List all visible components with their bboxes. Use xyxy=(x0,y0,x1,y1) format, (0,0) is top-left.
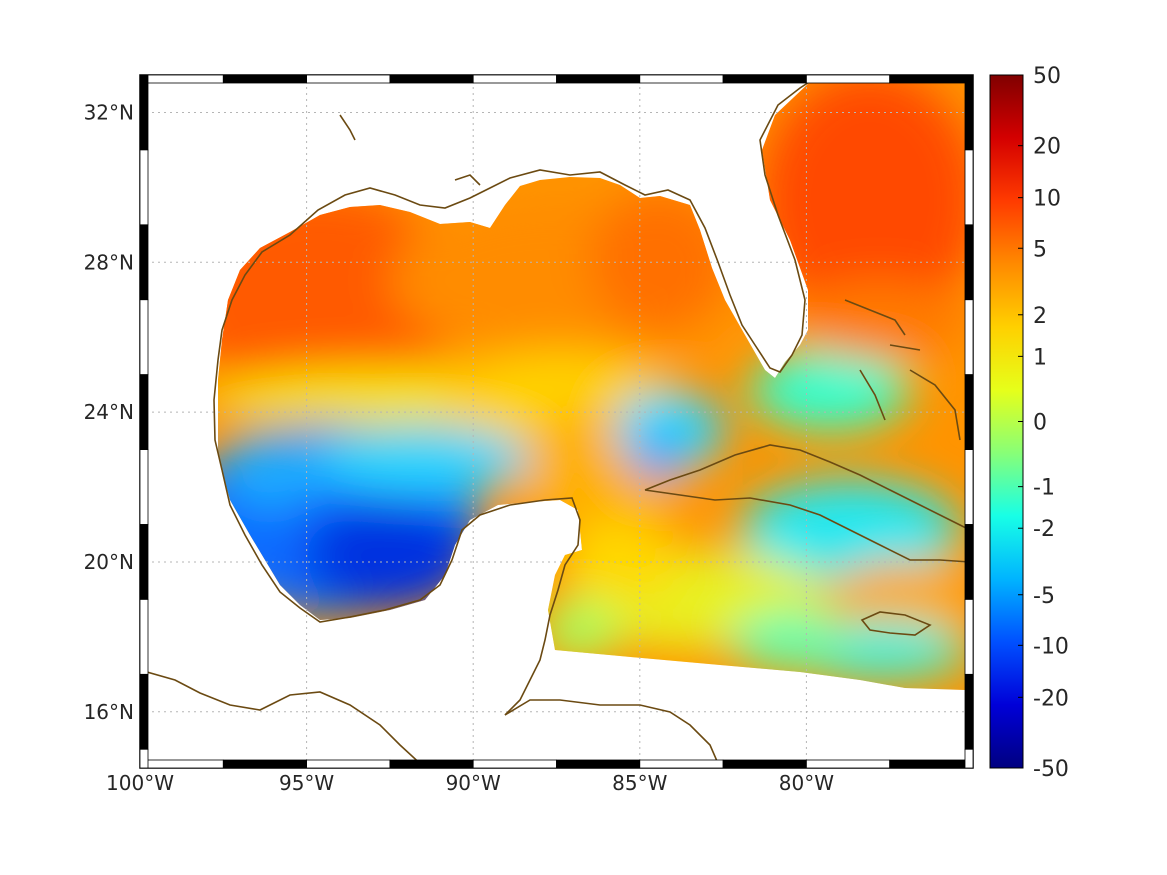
longitude-labels: 100°W 95°W 90°W 85°W 80°W xyxy=(106,771,834,795)
lat-tick-label: 20°N xyxy=(84,550,134,574)
border-right-4 xyxy=(964,374,974,450)
colorbar-tick-label: -1 xyxy=(1033,476,1055,501)
border-left-2 xyxy=(139,224,149,301)
lat-tick-label: 28°N xyxy=(84,250,134,274)
border-left-0 xyxy=(139,74,149,151)
border-left-5 xyxy=(139,449,149,525)
colorbar-gradient xyxy=(990,75,1023,768)
border-bottom-5 xyxy=(556,759,641,769)
border-top-3 xyxy=(389,74,474,84)
colorbar-tick-label: -2 xyxy=(1033,517,1055,542)
colorbar-tick-label: -50 xyxy=(1033,757,1069,782)
graticule xyxy=(140,75,973,768)
colorbar-tick-label: 0 xyxy=(1033,411,1047,436)
border-left-6 xyxy=(139,524,149,600)
border-bottom-6 xyxy=(639,759,724,769)
border-right-3 xyxy=(964,299,974,376)
border-right-9 xyxy=(964,748,974,769)
border-bottom-2 xyxy=(306,759,391,769)
border-right-8 xyxy=(964,673,974,750)
border-bottom-0 xyxy=(139,759,224,769)
lat-tick-label: 32°N xyxy=(84,100,134,124)
colorbar-tick-label: -10 xyxy=(1033,634,1069,659)
border-top-4 xyxy=(472,74,557,84)
border-top-8 xyxy=(806,74,891,84)
data-field xyxy=(218,82,965,690)
border-right-5 xyxy=(964,449,974,525)
lon-tick-label: 85°W xyxy=(612,771,667,795)
colorbar-tick-label: 20 xyxy=(1033,135,1061,160)
coastline xyxy=(140,75,971,768)
colorbar-tick-label: 2 xyxy=(1033,304,1047,329)
lat-tick-label: 24°N xyxy=(84,400,134,424)
border-right-7 xyxy=(964,599,974,675)
latitude-labels: 32°N 28°N 24°N 20°N 16°N xyxy=(84,100,134,723)
border-right-1 xyxy=(964,149,974,226)
border-left-3 xyxy=(139,299,149,376)
border-left-4 xyxy=(139,374,149,450)
border-bottom-8 xyxy=(806,759,891,769)
border-top-9 xyxy=(889,74,974,84)
border-left-9 xyxy=(139,748,149,769)
colorbar-tick-label: 1 xyxy=(1033,345,1047,370)
border-top-1 xyxy=(222,74,308,84)
colorbar-tick-label: 50 xyxy=(1033,64,1061,89)
lon-tick-label: 90°W xyxy=(446,771,501,795)
border-top-0 xyxy=(139,74,224,84)
lon-tick-label: 95°W xyxy=(279,771,334,795)
colorbar-tick-label: -5 xyxy=(1033,584,1055,609)
border-top-2 xyxy=(306,74,391,84)
lat-tick-label: 16°N xyxy=(84,700,134,724)
border-right-2 xyxy=(964,224,974,301)
border-left-1 xyxy=(139,149,149,226)
colorbar-tick-label: -20 xyxy=(1033,686,1069,711)
colorbar-tick-label: 10 xyxy=(1033,187,1061,212)
lon-tick-label: 80°W xyxy=(779,771,834,795)
border-left-7 xyxy=(139,599,149,675)
border-top-6 xyxy=(639,74,724,84)
map-border xyxy=(139,74,974,769)
border-top-7 xyxy=(722,74,807,84)
border-left-8 xyxy=(139,673,149,750)
border-bottom-3 xyxy=(389,759,474,769)
border-bottom-7 xyxy=(722,759,807,769)
border-bottom-9 xyxy=(889,759,974,769)
colorbar-tick-label: 5 xyxy=(1033,237,1047,262)
lon-tick-label: 100°W xyxy=(106,771,174,795)
border-bottom-4 xyxy=(472,759,557,769)
border-top-5 xyxy=(556,74,641,84)
border-right-6 xyxy=(964,524,974,600)
border-bottom-1 xyxy=(222,759,308,769)
border-right-0 xyxy=(964,74,974,151)
